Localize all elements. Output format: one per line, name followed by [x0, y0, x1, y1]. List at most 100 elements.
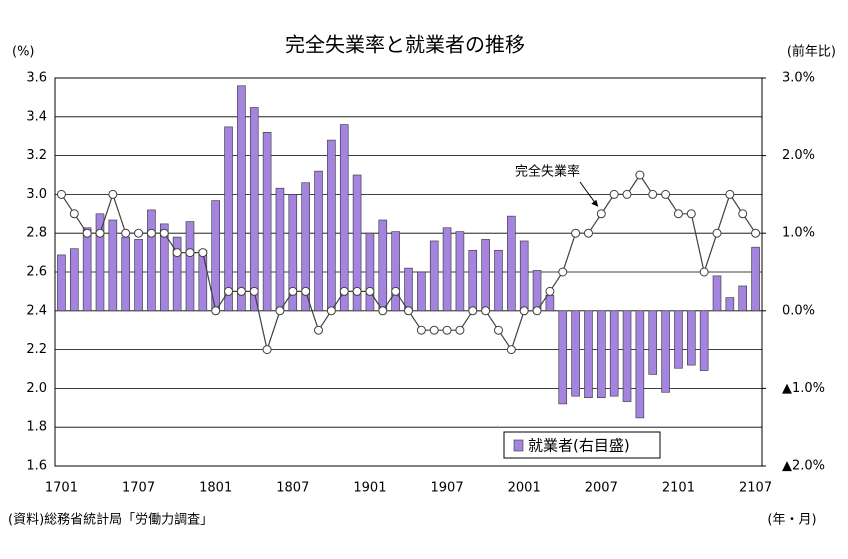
source-note: (資料)総務省統計局「労働力調査」 — [8, 512, 213, 528]
bar — [339, 124, 349, 312]
point — [609, 189, 619, 199]
bar — [519, 240, 529, 312]
x-tick-label: 1901 — [353, 481, 386, 496]
bar — [751, 246, 760, 312]
point — [236, 286, 246, 296]
point — [673, 209, 683, 219]
x-tick-label: 1701 — [45, 481, 78, 496]
bar — [507, 215, 516, 312]
bar — [648, 310, 658, 375]
point — [365, 286, 375, 296]
bar — [352, 174, 362, 312]
point — [185, 248, 195, 258]
x-tick-label: 1801 — [199, 481, 232, 496]
bar — [429, 240, 439, 312]
bar — [687, 310, 696, 366]
point — [519, 306, 529, 316]
bar — [327, 139, 336, 312]
bar — [494, 249, 503, 312]
bar — [712, 275, 722, 312]
point — [493, 325, 503, 335]
y2-tick-label: 2.0% — [782, 148, 815, 163]
y2-tick-label: ▲1.0% — [782, 381, 825, 396]
x-tick-label: 2001 — [508, 481, 541, 496]
point — [121, 228, 131, 238]
point — [558, 267, 568, 277]
point — [314, 325, 324, 335]
point — [751, 228, 761, 238]
point — [404, 306, 413, 316]
y-axis-label: (%) — [12, 45, 35, 60]
bar — [224, 126, 233, 312]
point — [481, 306, 491, 316]
y2-tick-label: 0.0% — [782, 303, 815, 318]
bar — [404, 267, 413, 312]
bar — [108, 219, 118, 312]
y2-tick-label: 1.0% — [782, 226, 815, 241]
x-tick-label: 1707 — [122, 481, 155, 496]
point — [661, 189, 671, 199]
point — [506, 345, 516, 355]
bar — [391, 231, 400, 312]
point — [262, 345, 272, 355]
bar — [121, 236, 130, 312]
y2-axis-label: (前年比) — [787, 44, 836, 60]
bar — [442, 227, 452, 312]
x-tick-label: 2007 — [585, 481, 618, 496]
bar — [532, 270, 542, 312]
bar — [69, 248, 79, 312]
bar — [558, 310, 568, 405]
y2-tick-label: ▲2.0% — [782, 459, 825, 474]
point — [429, 325, 439, 335]
point — [95, 228, 105, 238]
point — [352, 286, 362, 296]
y-tick-label: 3.2 — [26, 148, 47, 163]
point — [69, 209, 79, 219]
point — [648, 189, 658, 199]
bar — [185, 221, 195, 312]
y-tick-label: 1.6 — [26, 459, 47, 474]
bar — [57, 254, 66, 312]
point — [545, 286, 555, 296]
point — [134, 228, 144, 238]
y-tick-label: 2.2 — [26, 342, 47, 357]
x-tick-label: 2107 — [739, 481, 772, 496]
bar — [82, 227, 92, 312]
bar — [301, 182, 310, 312]
point — [198, 248, 208, 258]
x-tick-label: 1807 — [276, 481, 309, 496]
point — [326, 306, 336, 316]
point — [725, 189, 735, 199]
x-axis-label: (年・月) — [767, 513, 816, 528]
point — [468, 306, 478, 316]
bar — [725, 297, 735, 312]
bar — [455, 231, 465, 312]
point — [288, 286, 298, 296]
y-tick-label: 2.4 — [26, 303, 47, 318]
bar — [622, 310, 632, 402]
annotation: 完全失業率 — [515, 164, 580, 180]
bar — [262, 132, 272, 312]
bar — [699, 310, 709, 371]
bar — [635, 310, 645, 419]
point — [56, 189, 66, 199]
point — [249, 286, 259, 296]
bar — [314, 170, 323, 312]
bar — [95, 213, 105, 312]
y-tick-label: 3.4 — [26, 109, 47, 124]
bar — [661, 310, 670, 393]
bar — [159, 223, 169, 312]
bar — [211, 200, 220, 312]
bar — [237, 85, 246, 312]
y-tick-label: 3.6 — [26, 71, 47, 86]
bar — [571, 310, 580, 397]
legend-swatch — [513, 439, 524, 452]
bar — [147, 209, 156, 312]
point — [82, 228, 92, 238]
arrow-head — [591, 199, 599, 207]
bar — [597, 310, 606, 399]
y-tick-label: 2.6 — [26, 265, 47, 280]
y2-tick-label: 3.0% — [782, 71, 815, 86]
bar — [198, 249, 208, 312]
point — [416, 325, 426, 335]
